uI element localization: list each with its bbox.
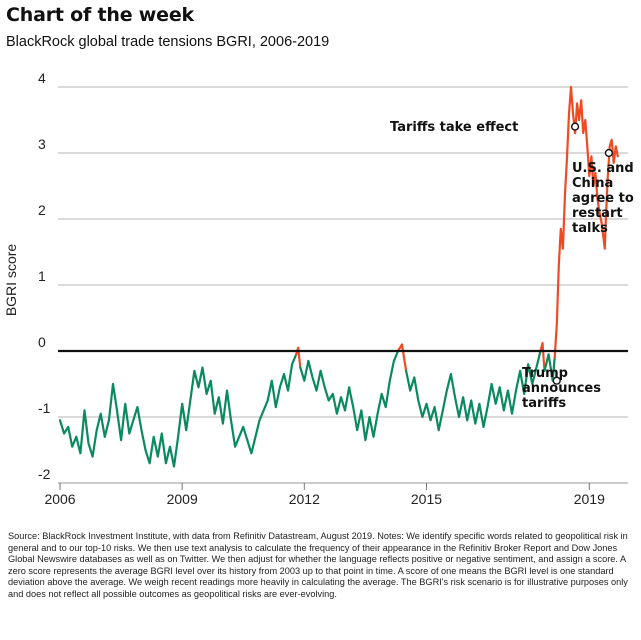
- series-line-segment: [58, 353, 298, 468]
- annotation-marker: [570, 122, 580, 131]
- series-line-segment: [539, 342, 546, 372]
- y-tick-label: 1: [38, 268, 46, 284]
- chart-subtitle: BlackRock global trade tensions BGRI, 20…: [6, 34, 330, 50]
- series-line-segment: [405, 349, 542, 432]
- series-line-segment: [396, 343, 408, 372]
- series-line-segment: [543, 353, 556, 382]
- x-tick-label: 2006: [44, 491, 75, 507]
- source-note: Source: BlackRock Investment Institute, …: [8, 531, 628, 599]
- annotation-label: Tariffs take effect: [390, 120, 518, 135]
- annotation-label: U.S. and China agree to restart talks: [572, 161, 634, 236]
- bgri-line-chart: 4 3 2 1 0 -1 -2 BGRI score 2006 2009 2012 2015 2019 T…: [3, 70, 634, 507]
- y-tick-label: -1: [38, 400, 51, 416]
- x-tick-label: 2015: [411, 491, 442, 507]
- y-tick-label: -2: [38, 466, 51, 482]
- annotation-label: Trump announces tariffs: [522, 366, 601, 411]
- y-tick-label: 2: [38, 202, 46, 218]
- x-tick-label: 2009: [167, 491, 198, 507]
- annotation-marker: [604, 148, 613, 158]
- y-tick-label: 3: [38, 136, 46, 152]
- x-tick-label: 2019: [574, 491, 605, 507]
- chart-title: Chart of the week: [6, 4, 194, 26]
- series-line-segment: [299, 349, 400, 442]
- y-axis-label: BGRI score: [3, 244, 19, 317]
- annotation-marker: [552, 376, 561, 385]
- y-tick-label: 4: [38, 70, 46, 86]
- x-tick-label: 2012: [289, 491, 320, 507]
- y-tick-label: 0: [38, 334, 46, 350]
- series-line-segment: [553, 85, 619, 359]
